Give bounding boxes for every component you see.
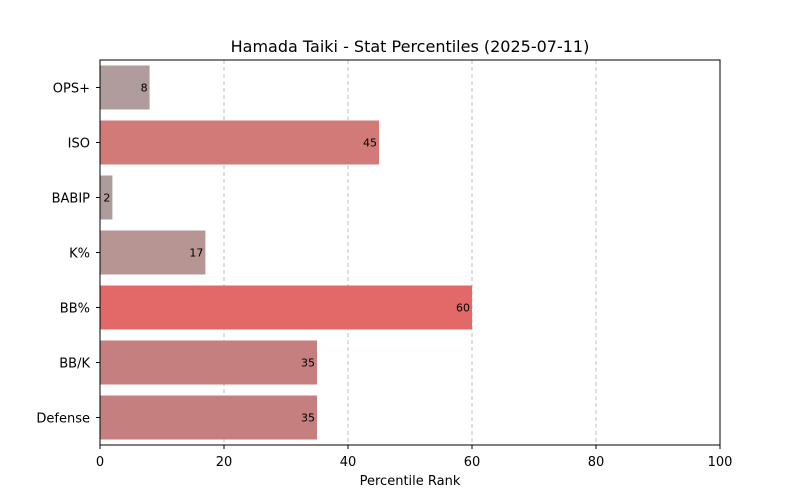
- bars: [100, 65, 472, 440]
- data-label: 45: [363, 137, 377, 150]
- bar-ops-: [100, 65, 150, 110]
- data-label: 2: [103, 192, 110, 205]
- y-tick-label: K%: [69, 247, 90, 262]
- y-tick-label: Defense: [36, 412, 90, 427]
- y-tick-label: OPS+: [53, 82, 90, 97]
- data-label: 60: [456, 302, 470, 315]
- x-tick-label: 60: [464, 455, 481, 470]
- x-tick-label: 20: [216, 455, 233, 470]
- data-label: 35: [301, 357, 315, 370]
- x-tick-label: 100: [708, 455, 733, 470]
- chart-title: Hamada Taiki - Stat Percentiles (2025-07…: [231, 37, 590, 56]
- bar-bb-: [100, 285, 472, 330]
- y-tick-label: ISO: [68, 137, 90, 152]
- x-tick-label: 40: [340, 455, 357, 470]
- grid-lines: [223, 60, 597, 445]
- x-tick-label: 80: [588, 455, 605, 470]
- bar-k-: [100, 230, 206, 275]
- bar-defense: [100, 395, 317, 440]
- x-tick-label: 0: [96, 455, 104, 470]
- x-axis: 0 20 40 60 80 100: [96, 445, 733, 470]
- data-label: 17: [189, 247, 203, 260]
- y-axis: OPS+ ISO BABIP K% BB% BB/K Defense: [36, 82, 100, 427]
- data-label: 35: [301, 412, 315, 425]
- data-label: 8: [141, 82, 148, 95]
- bar-bb-k: [100, 340, 317, 385]
- y-tick-label: BABIP: [52, 192, 91, 207]
- x-axis-label: Percentile Rank: [360, 474, 461, 489]
- y-tick-label: BB%: [60, 302, 90, 317]
- data-labels: 8 45 2 17 60 35 35: [103, 82, 470, 425]
- bar-iso: [100, 120, 379, 165]
- bar-babip: [100, 175, 113, 220]
- y-tick-label: BB/K: [59, 357, 90, 372]
